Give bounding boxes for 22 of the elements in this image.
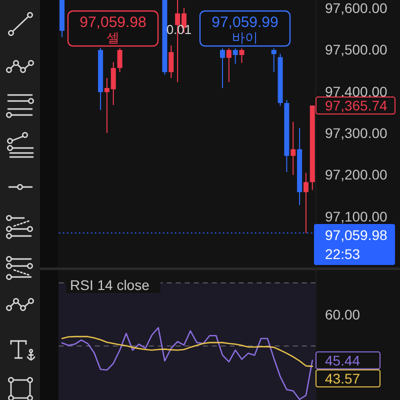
text: RSI 14 close — [70, 277, 150, 293]
y-tick-label: 97,300.00 — [325, 124, 388, 141]
y-tick-label: 45.44 — [325, 352, 360, 368]
y-tick-label: 60.00 — [325, 306, 360, 322]
annotation: 97,059.98 — [80, 14, 146, 31]
ref-line-label: 97,059.98 — [325, 226, 388, 243]
y-tick-label: 97,100.00 — [325, 208, 388, 224]
candlestick — [290, 122, 296, 176]
text: 97,365.74 — [325, 98, 388, 114]
line-series — [61, 336, 314, 367]
candlestick — [220, 48, 226, 88]
annotation: 바이 — [232, 30, 258, 45]
y-tick-label: 97,500.00 — [325, 42, 388, 58]
data-label: 43.57 — [325, 370, 360, 386]
text: 22:53 — [325, 246, 360, 262]
y-tick-label: 97,200.00 — [325, 166, 388, 183]
y-tick-label: 97,400.00 — [325, 83, 388, 100]
y-tick-label: 97,600.00 — [325, 0, 388, 16]
annotation: 97,059.99 — [212, 14, 278, 31]
annotation: 셀 — [106, 30, 120, 45]
line-series — [61, 327, 314, 400]
candlestick — [303, 172, 308, 233]
